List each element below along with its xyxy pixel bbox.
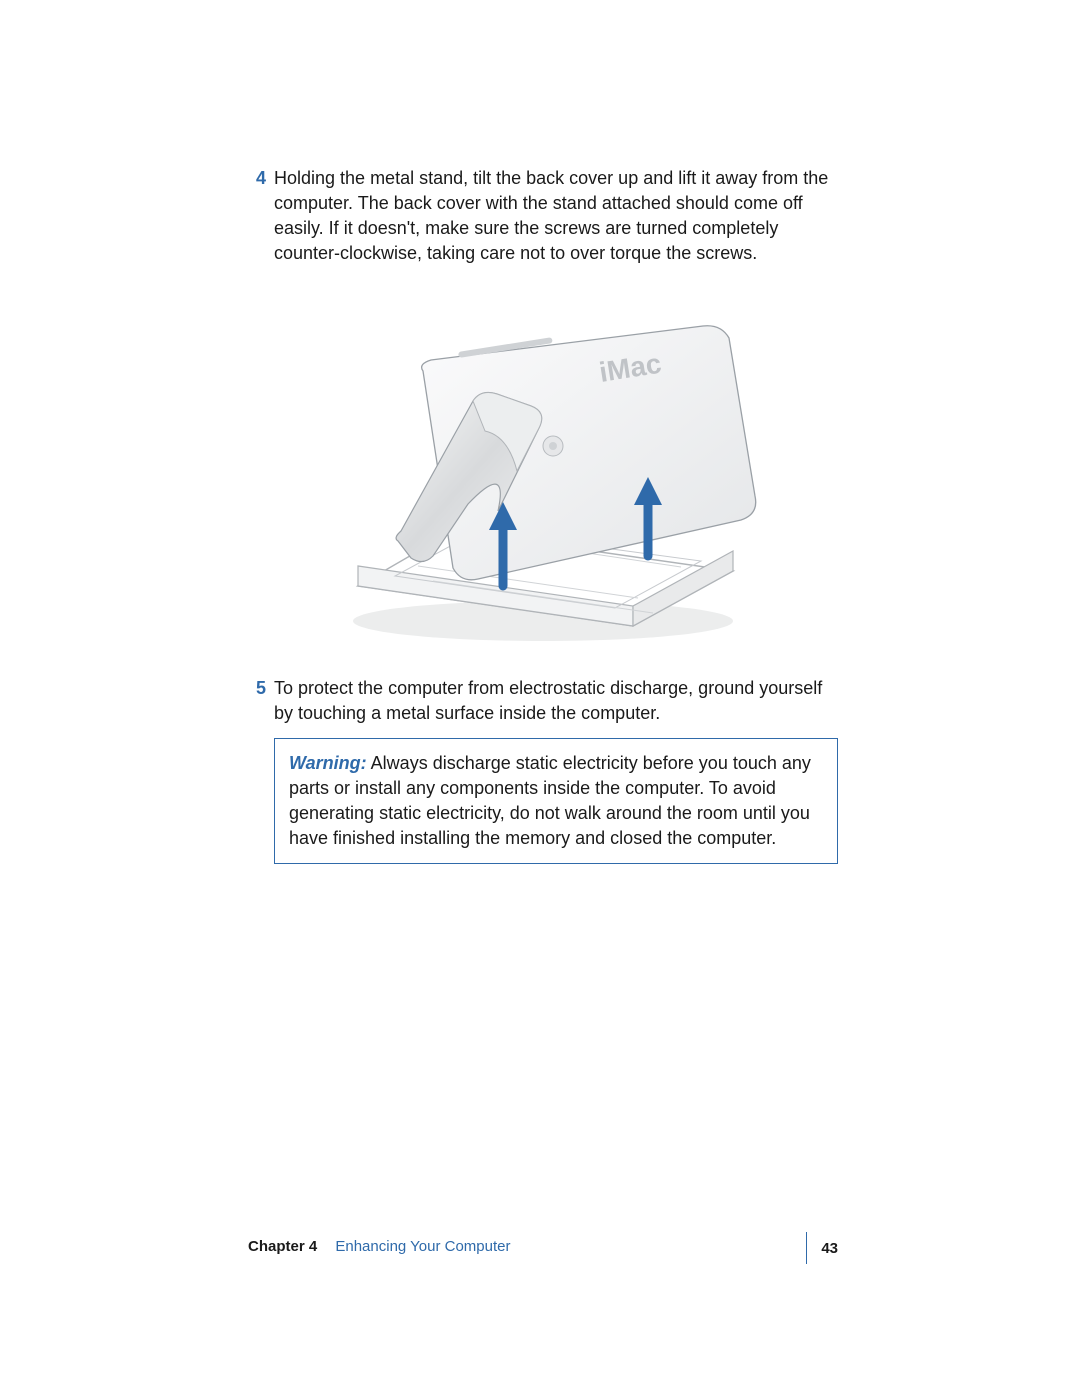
footer-left: Chapter 4 Enhancing Your Computer <box>248 1238 510 1255</box>
warning-label: Warning: <box>289 753 367 773</box>
warning-callout: Warning: Always discharge static electri… <box>274 738 838 864</box>
step-5: 5 To protect the computer from electrost… <box>248 676 838 726</box>
step-text: Holding the metal stand, tilt the back c… <box>274 166 838 266</box>
page-footer: Chapter 4 Enhancing Your Computer 43 <box>248 1238 838 1268</box>
step-number: 5 <box>248 676 266 726</box>
step-number: 4 <box>248 166 266 266</box>
imac-cover-removal-diagram: iMac <box>303 286 783 646</box>
footer-page-number: 43 <box>806 1232 838 1264</box>
page-content: 4 Holding the metal stand, tilt the back… <box>248 166 838 864</box>
step-text: To protect the computer from electrostat… <box>274 676 838 726</box>
step-4: 4 Holding the metal stand, tilt the back… <box>248 166 838 266</box>
instruction-illustration: iMac <box>303 286 783 646</box>
warning-text-content: Always discharge static electricity befo… <box>289 753 811 848</box>
document-page: 4 Holding the metal stand, tilt the back… <box>0 0 1080 1397</box>
warning-body: Warning: Always discharge static electri… <box>289 753 811 848</box>
footer-chapter-title: Enhancing Your Computer <box>335 1238 510 1255</box>
footer-chapter-label: Chapter 4 <box>248 1238 317 1255</box>
